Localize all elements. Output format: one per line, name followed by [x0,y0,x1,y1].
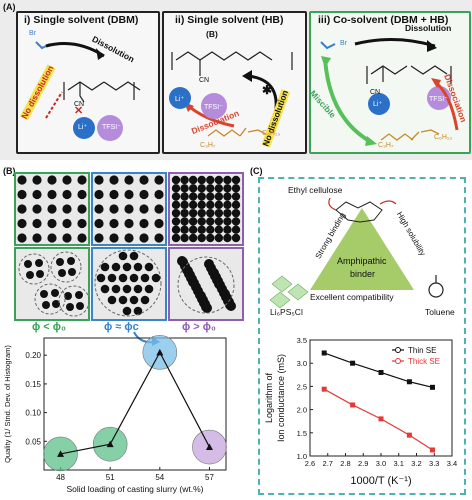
x-tick-label-c: 2.7 [323,459,333,468]
y-axis-label-c-1: Logarithm of [264,372,274,423]
x-tick-label-c: 3.3 [429,459,439,468]
legend-label-c: Thin SE [408,346,436,355]
c3h7-label-2: C₃H₇ [378,142,393,149]
x-tick-label-c: 3.2 [411,459,421,468]
x-tick-label-c: 3.4 [447,459,457,468]
series-line-c-1 [324,389,432,450]
x-tick-label-c: 3.0 [376,459,386,468]
li-ion-3: Li⁺ [373,101,382,108]
binder-label: binder [350,270,375,279]
c6h13-label-1: C₆H₁₃ [262,130,280,137]
svg-text:✱: ✱ [262,83,272,97]
panel-a-tag: (A) [3,3,16,12]
li-ion-1: Li⁺ [78,124,87,131]
y-tick-label-c: 3.5 [297,336,307,345]
conductance-chart: 2.6 2.7 2.8 2.9 3.0 3.1 3.2 3.3 3.41.01.52.02.53… [262,332,462,494]
y-tick-label-b: 0.15 [25,380,41,389]
y-tick-label-c: 3.0 [297,359,307,368]
ethyl-cellulose-label: Ethyl cellulose [288,186,342,195]
tfsi-ion-2: TFSI⁻ [204,104,223,111]
panel-c-tag: (C) [250,167,263,176]
electrolyte-label: Li₆PS₅Cl [270,308,303,317]
br-label: Br [29,30,36,37]
hb-title: ii) Single solvent (HB) [175,15,284,26]
c6h13-label-2: C₆H₁₃ [434,134,452,141]
tfsi-ion-1: TFSI⁻ [102,124,121,131]
y-axis-label-c-2: Ion conductance (mS) [276,354,286,442]
quality-chart: 48 51 54 57 0.05 0.10 0.15 0.20 Solid loading of… [0,330,240,498]
x-tick-label-b: 54 [155,473,164,482]
legend-label-c: Thick SE [408,357,440,366]
x-axis-label-c: 1000/T (K⁻¹) [350,475,411,487]
y-tick-label-b: 0.05 [25,437,41,446]
y-tick-label-c: 1.5 [297,429,307,438]
legend-marker-c [396,359,401,364]
y-axis-label-b: Quality (1/ Stnd. Dev. of Histogram) [3,345,12,463]
amphipathic-label: Amphipathic [337,257,387,266]
data-point-c [430,447,435,452]
li-ion-2: Li⁺ [175,96,184,103]
x-tick-label-b: 57 [205,473,214,482]
cn-label-1: CN [74,101,84,108]
packing-cell-0-2 [169,173,243,245]
x-tick-label-c: 2.9 [358,459,368,468]
cn-label-3: CN [370,89,380,96]
y-tick-label-b: 0.20 [25,351,41,360]
toluene-label: Toluene [425,308,455,317]
co-solvent-scheme [311,28,467,148]
legend-marker-c [396,348,401,353]
x-tick-label-c: 2.8 [340,459,350,468]
data-point-c [430,385,435,390]
data-point-c [407,433,412,438]
dbm-title: i) Single solvent (DBM) [24,15,138,26]
series-line-b [61,352,210,454]
data-point-c [407,379,412,384]
data-point-c [350,361,355,366]
br-label-3: Br [340,40,347,47]
y-tick-label-c: 2.5 [297,382,307,391]
x-tick-label-b: 51 [106,473,115,482]
data-point-c [322,387,327,392]
y-tick-label-c: 1.0 [297,452,307,461]
packing-grids [14,172,246,322]
c3h7-label-1: C₃H₇ [200,142,215,149]
x-axis-label-b: Solid loading of casting slurry (wt.%) [66,484,203,494]
cn-label-2: CN [199,77,209,84]
y-tick-label-c: 2.0 [297,406,307,415]
x-tick-label-c: 3.1 [394,459,404,468]
y-tick-label-b: 0.10 [25,409,41,418]
compatibility-label: Excellent compatibility [310,293,394,302]
tfsi-ion-3: TFSI⁻ [429,96,448,103]
data-point-c [322,350,327,355]
co-dissolution: Dissolution [405,24,451,33]
data-point-c [350,402,355,407]
x-tick-label-b: 48 [56,473,65,482]
data-point-c [379,416,384,421]
data-point-c [379,370,384,375]
